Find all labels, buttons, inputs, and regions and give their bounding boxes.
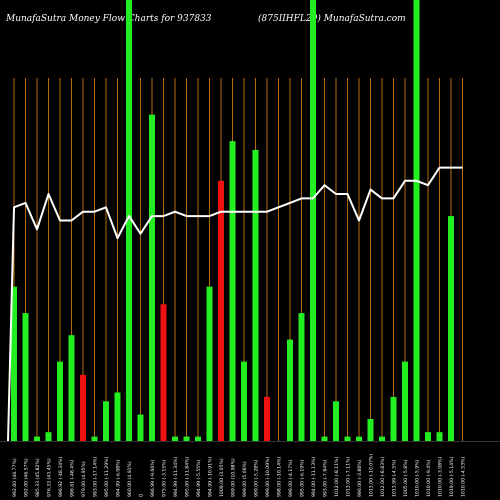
x-tick-label: 1009.00 (3.05%) xyxy=(219,458,225,497)
money-flow-bar xyxy=(402,361,408,441)
x-tick-label: 993.00 (-17.14%) xyxy=(93,457,99,497)
x-tick-label: 992.60 (46.77%) xyxy=(12,458,18,497)
x-tick-label: 960.00 (4.91%) xyxy=(127,461,133,497)
money-flow-bar xyxy=(298,313,305,441)
x-tick-label: 994.99 (-5.55%) xyxy=(196,459,202,497)
x-tick-label: 994.99 (-10.91%) xyxy=(208,457,214,497)
chart-title: MunafaSutra Money Flow Charts for 937833 xyxy=(6,14,212,24)
money-flow-bar xyxy=(425,432,431,441)
money-flow-bar xyxy=(22,313,29,441)
price-line xyxy=(7,166,463,442)
x-tick-label: 1012.00 (-8.83%) xyxy=(380,457,386,497)
x-tick-label: 975.00 (-3.15%) xyxy=(162,459,168,497)
x-tick-label: 1019.00 (-5.14%) xyxy=(449,457,455,497)
x-tick-label: 996.61 (-48.4%) xyxy=(70,459,76,497)
x-tick-label: 996.00 (-3.88%) xyxy=(357,459,363,497)
x-tick-label: 999.00 (-5.28%) xyxy=(254,459,260,497)
x-tick-label: 1013.00 (-7.11%) xyxy=(346,457,352,497)
x-tick-label: 999.00 (10.98%) xyxy=(231,458,237,497)
money-flow-bars xyxy=(11,0,454,441)
x-tick-label: 992.00 (46.57%) xyxy=(24,458,30,497)
money-flow-bar xyxy=(344,436,351,441)
x-tick-label: 1010.00 (-9.4%) xyxy=(426,459,432,497)
chart-subtitle: (875IIHFL29) MunafaSutra.com xyxy=(258,14,406,24)
money-flow-bar xyxy=(356,436,362,441)
x-tick-label: 998.00 (-10.14%) xyxy=(277,457,283,497)
x-tick-label: 995.00 (-6.19%) xyxy=(300,459,306,497)
money-flow-bar xyxy=(45,432,52,441)
money-flow-bar xyxy=(126,0,132,441)
money-flow-bar xyxy=(114,392,121,441)
money-flow-bar xyxy=(413,0,420,441)
x-tick-label: 994.99 (-6.08%) xyxy=(116,459,122,497)
x-tick-label: 1010.00 (-4.53%) xyxy=(461,457,467,497)
grid-lines xyxy=(0,78,500,442)
money-flow-bar xyxy=(218,180,224,441)
x-tick-label: 996.92 (-48.34%) xyxy=(58,457,64,497)
x-tick-label: 994.99 (-11.34%) xyxy=(173,457,179,497)
money-flow-bar xyxy=(379,436,385,441)
money-flow-bar xyxy=(172,436,178,441)
x-tick-label: 996.99 (-9.66%) xyxy=(150,459,156,497)
price-line-layer xyxy=(7,166,463,442)
x-tick-label: 993.00 (-7.84%) xyxy=(323,459,329,497)
x-tick-label: 1010.00 (-5.9%) xyxy=(415,459,421,497)
x-tick-label: 999.00 (-10.09%) xyxy=(265,457,271,497)
x-tick-label: 995.00 (-11.29%) xyxy=(104,457,110,497)
money-flow-bar xyxy=(229,141,236,441)
money-flow-bar xyxy=(183,436,190,441)
money-flow-bar xyxy=(367,418,374,441)
money-flow-bar xyxy=(11,286,17,441)
x-tick-label: 996.00 (-4.17%) xyxy=(288,459,294,497)
money-flow-bar xyxy=(103,401,109,441)
x-tick-label: 994.00 (-11.13%) xyxy=(311,457,317,497)
x-tick-label: 979.00 (4.95%) xyxy=(81,461,87,497)
money-flow-bar xyxy=(137,414,144,441)
x-tick-label: 0 xyxy=(139,494,145,497)
x-tick-label: 995.00 (-11.84%) xyxy=(185,457,191,497)
money-flow-bar xyxy=(333,401,339,441)
money-flow-bar xyxy=(241,361,247,441)
money-flow-bar xyxy=(34,436,40,441)
money-flow-bar xyxy=(68,335,75,441)
money-flow-bar xyxy=(160,304,167,441)
x-tick-label: 1005.00 (-5.8%) xyxy=(403,459,409,497)
x-axis-labels: 992.60 (46.77%) 992.00 (46.57%) 985.33 (45… xyxy=(12,454,467,497)
money-flow-bar xyxy=(390,396,397,441)
money-flow-bar xyxy=(310,0,316,441)
money-flow-bar xyxy=(206,286,213,441)
money-flow-bar xyxy=(80,374,86,441)
money-flow-bar xyxy=(57,361,63,441)
money-flow-bar xyxy=(287,339,293,441)
x-tick-label: 1012.00 (-8.11%) xyxy=(334,457,340,497)
money-flow-bar xyxy=(448,216,454,441)
money-flow-bar xyxy=(91,436,98,441)
money-flow-bar xyxy=(195,436,201,441)
money-flow-bar xyxy=(252,149,259,441)
money-flow-bar xyxy=(149,114,155,441)
x-tick-label: 1013.99 (-4.5%) xyxy=(392,459,398,497)
money-flow-bar xyxy=(264,396,270,441)
x-tick-label: 985.33 (45.82%) xyxy=(35,458,41,497)
x-tick-label: 999.00 (5.06%) xyxy=(242,461,248,497)
x-tick-label: 976.33 (43.45%) xyxy=(47,458,53,497)
x-tick-label: 1010.00 (-3.08%) xyxy=(438,457,444,497)
money-flow-bar xyxy=(321,436,328,441)
x-tick-label: 1013.00 (-10.07%) xyxy=(369,454,375,497)
money-flow-bar xyxy=(436,432,443,441)
